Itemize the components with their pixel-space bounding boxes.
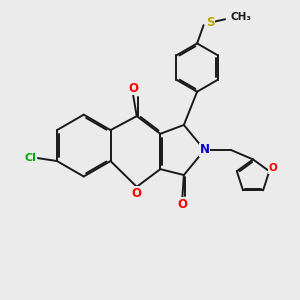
Text: O: O <box>177 198 188 211</box>
Text: O: O <box>128 82 138 95</box>
Text: O: O <box>268 163 277 173</box>
Text: S: S <box>206 16 214 29</box>
Text: O: O <box>132 187 142 200</box>
Text: Cl: Cl <box>25 153 36 163</box>
Text: N: N <box>200 143 209 157</box>
Text: CH₃: CH₃ <box>230 12 251 22</box>
